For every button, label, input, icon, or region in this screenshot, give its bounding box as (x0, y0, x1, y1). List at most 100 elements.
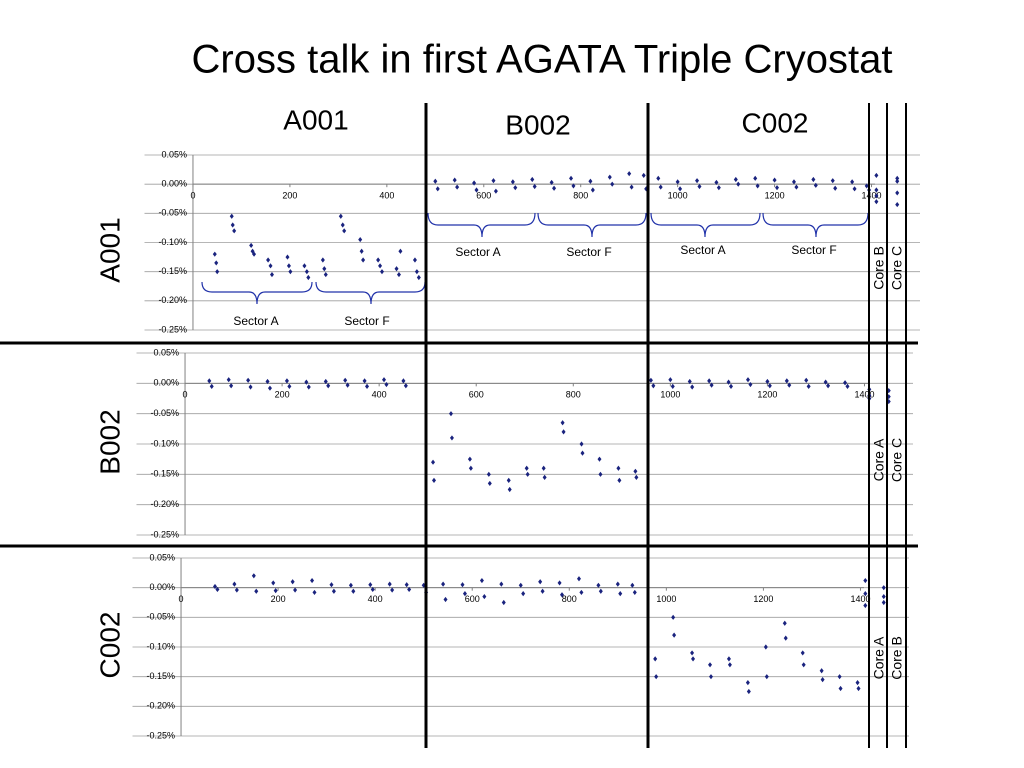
data-point (249, 242, 254, 249)
data-point (462, 591, 467, 597)
data-point (579, 589, 584, 596)
y-tick-label: -0.15% (151, 469, 180, 479)
data-point (895, 178, 900, 184)
data-point (486, 471, 491, 477)
data-point (881, 599, 886, 606)
data-point (433, 178, 438, 184)
data-point (285, 254, 290, 260)
x-tick-label: 400 (379, 191, 394, 201)
data-point (745, 377, 750, 383)
data-point (791, 179, 796, 185)
data-point (226, 377, 231, 383)
data-point (733, 176, 738, 183)
data-point (863, 602, 868, 609)
data-point (874, 199, 879, 205)
data-point (597, 456, 602, 462)
data-point (783, 635, 788, 641)
data-point (787, 382, 792, 388)
data-point (695, 178, 700, 184)
data-point (491, 178, 496, 184)
data-point (618, 591, 623, 597)
data-point (820, 677, 825, 683)
y-tick-label: 0.00% (154, 378, 180, 388)
data-point (482, 593, 487, 600)
data-point (407, 586, 412, 593)
data-point (268, 263, 273, 269)
data-point (765, 378, 770, 385)
x-tick-label: 1000 (660, 390, 680, 400)
data-point (398, 248, 403, 254)
data-point (455, 184, 460, 190)
y-tick-label: -0.10% (151, 438, 180, 448)
data-point (811, 176, 816, 183)
data-point (671, 614, 676, 620)
data-point (678, 186, 683, 192)
data-point (229, 383, 234, 389)
data-point (560, 420, 565, 426)
data-point (806, 383, 811, 389)
data-point (598, 471, 603, 477)
y-tick-label: -0.25% (151, 529, 180, 539)
data-point (232, 581, 237, 587)
data-point (404, 582, 409, 588)
x-tick-label: 1400 (854, 390, 874, 400)
data-point (215, 586, 220, 593)
data-point (443, 596, 448, 603)
annotation: Sector A (233, 314, 278, 328)
data-point (837, 674, 842, 680)
data-point (340, 222, 345, 228)
y-tick-label: 0.00% (161, 179, 187, 189)
data-point (823, 379, 828, 385)
data-point (390, 587, 395, 593)
data-point (521, 591, 526, 597)
data-point (379, 269, 384, 275)
annotation: Sector F (344, 314, 389, 328)
data-point (541, 465, 546, 471)
data-point (855, 680, 860, 686)
data-point (472, 180, 477, 186)
y-tick-label: -0.05% (151, 408, 180, 418)
data-point (306, 274, 311, 281)
data-point (387, 581, 392, 587)
data-point (487, 480, 492, 487)
annotation: Core B (871, 246, 887, 290)
data-point (252, 251, 257, 257)
y-tick-label: -0.25% (147, 730, 176, 740)
data-point (302, 263, 307, 269)
data-point (304, 379, 309, 385)
data-point (708, 662, 713, 668)
annotation: Sector F (791, 243, 836, 257)
data-point (323, 271, 328, 278)
data-point (506, 477, 511, 483)
data-point (895, 190, 900, 196)
data-point (248, 384, 253, 390)
data-point (501, 599, 506, 606)
annotation: Core A (871, 636, 887, 679)
data-point (329, 582, 334, 588)
data-point (326, 383, 331, 389)
data-point (736, 181, 741, 187)
data-point (234, 587, 239, 593)
data-point (607, 174, 612, 180)
data-point (557, 580, 562, 586)
data-point (394, 266, 399, 272)
data-point (435, 186, 440, 192)
annotation: Sector A (455, 245, 500, 259)
data-point (726, 656, 731, 662)
data-point (654, 674, 659, 680)
data-point (254, 588, 259, 594)
data-point (687, 378, 692, 385)
data-point (376, 257, 381, 263)
data-point (320, 257, 325, 263)
data-point (863, 577, 868, 584)
data-point (845, 383, 850, 389)
data-point (874, 193, 879, 199)
data-point (365, 383, 370, 389)
data-point (530, 176, 535, 183)
data-point (273, 588, 278, 594)
data-point (552, 185, 557, 191)
brace (315, 281, 426, 305)
data-point (538, 579, 543, 585)
data-point (895, 175, 900, 181)
x-tick-label: 1000 (668, 191, 688, 201)
